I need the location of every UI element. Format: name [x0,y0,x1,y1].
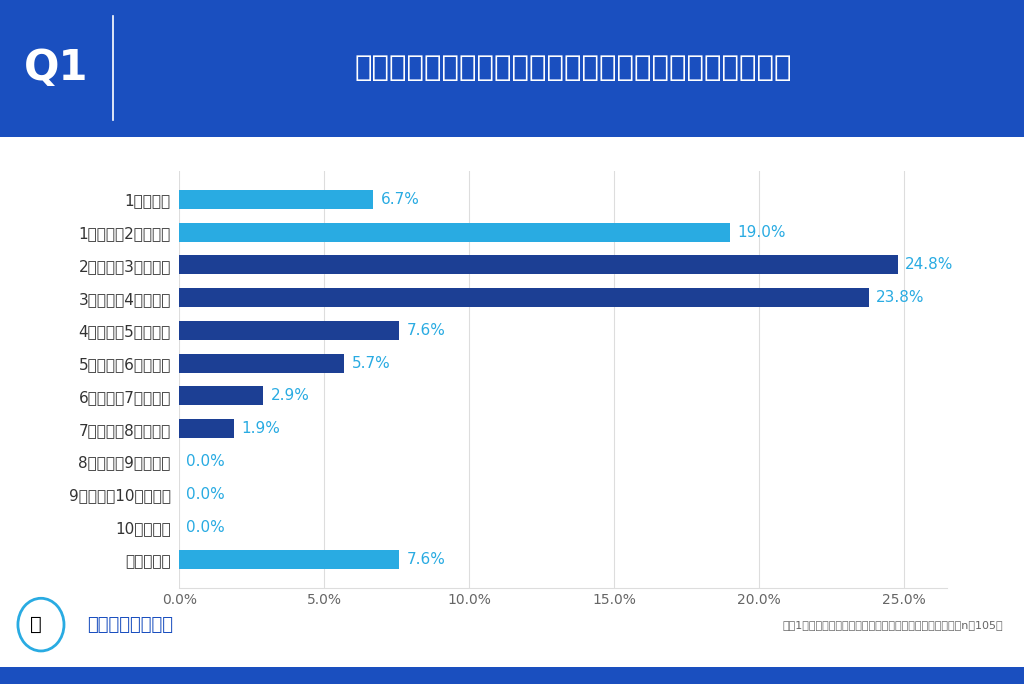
Text: 7.6%: 7.6% [407,323,445,338]
Text: 7.6%: 7.6% [407,552,445,567]
Text: 0.0%: 0.0% [186,520,225,534]
Text: 📚: 📚 [30,615,42,634]
Bar [179,354,344,373]
Bar [0,667,1024,684]
Bar [179,321,399,340]
Bar [179,419,234,438]
Text: 0.0%: 0.0% [186,487,225,502]
Text: じゅけラボ予備校: じゅけラボ予備校 [87,616,173,633]
Bar [179,386,263,406]
Text: 24.8%: 24.8% [905,257,953,272]
Text: Q1: Q1 [25,47,88,90]
Text: 現在通っている塾や予備校の月額費用はいくらですか？: 現在通っている塾や予備校の月額費用はいくらですか？ [354,55,793,82]
Text: 23.8%: 23.8% [877,290,925,305]
Text: 0.0%: 0.0% [186,454,225,469]
Text: 2.9%: 2.9% [270,389,309,404]
Bar [179,190,374,209]
Bar [179,256,898,274]
Text: 1.9%: 1.9% [242,421,281,436]
Text: 19.0%: 19.0% [737,225,785,239]
Bar [179,288,869,307]
Text: 高校1年生の子どもが塾または予備校に通っていた保護者（n＝105）: 高校1年生の子どもが塾または予備校に通っていた保護者（n＝105） [783,620,1004,630]
Text: 6.7%: 6.7% [381,192,420,207]
Bar [179,223,730,241]
Bar [179,550,399,569]
Text: 5.7%: 5.7% [351,356,390,371]
